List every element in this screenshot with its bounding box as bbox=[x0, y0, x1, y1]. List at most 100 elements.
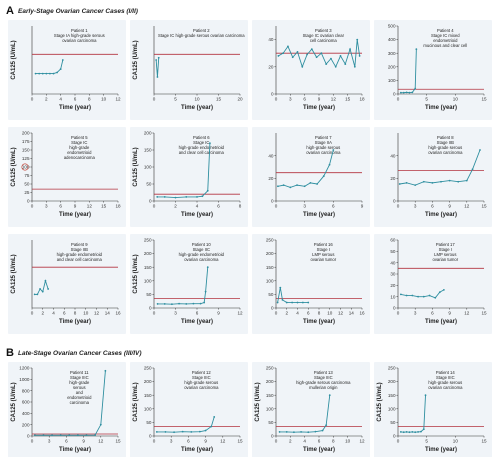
section-title-a: Early-Stage Ovarian Cancer Cases (I/II) bbox=[18, 8, 138, 15]
y-tick-label: 600 bbox=[22, 400, 30, 405]
data-point bbox=[428, 294, 431, 297]
x-tick-label: 0 bbox=[397, 311, 400, 316]
x-axis-label: Time (year) bbox=[181, 447, 213, 453]
x-tick-label: 14 bbox=[349, 311, 355, 316]
data-point bbox=[196, 196, 198, 198]
data-point bbox=[163, 196, 166, 198]
x-tick-label: 3 bbox=[414, 204, 417, 209]
data-point bbox=[174, 196, 177, 199]
data-point bbox=[277, 55, 280, 57]
patient-annotation: Stage I bbox=[317, 247, 330, 252]
y-tick-label: 0 bbox=[393, 306, 396, 311]
patient-annotation: ovarian carcinoma bbox=[184, 385, 219, 390]
x-tick-label: 14 bbox=[105, 311, 111, 316]
x-axis-label: Time (year) bbox=[425, 105, 457, 111]
data-point bbox=[328, 163, 331, 166]
x-tick-label: 0 bbox=[275, 311, 278, 316]
patient-annotation: high-grade serous carcinoma bbox=[296, 380, 351, 385]
y-tick-label: 150 bbox=[388, 393, 396, 398]
x-tick-label: 9 bbox=[204, 439, 207, 444]
data-point bbox=[438, 291, 441, 294]
y-tick-label: 200 bbox=[144, 131, 152, 136]
data-point bbox=[440, 180, 442, 183]
data-point bbox=[296, 184, 298, 187]
x-tick-label: 15 bbox=[481, 439, 487, 444]
y-tick-label: 0 bbox=[271, 306, 274, 311]
x-tick-label: 3 bbox=[45, 204, 48, 209]
y-tick-label: 150 bbox=[144, 148, 152, 153]
patient-annotation: Patient 8 bbox=[437, 135, 454, 140]
data-point bbox=[325, 63, 328, 65]
data-point bbox=[201, 195, 204, 198]
data-point bbox=[422, 428, 425, 431]
data-point bbox=[417, 431, 419, 433]
chart-panel: 0 3 6 9 12 15 18 0 20 40 Time (year) Patient 3Stage… bbox=[252, 20, 370, 120]
data-point bbox=[339, 55, 342, 57]
y-tick-label: 100 bbox=[144, 278, 152, 283]
x-tick-label: 9 bbox=[318, 97, 321, 102]
data-point bbox=[289, 186, 292, 189]
y-tick-label: 250 bbox=[144, 366, 152, 371]
y-tick-label: 100 bbox=[144, 406, 152, 411]
chart-panel: 0 2 4 6 8 10 12 14 16 0 50 100 150 200 250 Time (year) P… bbox=[252, 234, 370, 334]
panel-background bbox=[374, 362, 492, 457]
data-point bbox=[307, 301, 310, 304]
data-point bbox=[156, 196, 159, 198]
data-point bbox=[285, 431, 288, 433]
data-point bbox=[56, 71, 58, 74]
y-tick-label: 100 bbox=[266, 406, 274, 411]
x-tick-label: 0 bbox=[397, 204, 400, 209]
x-tick-label: 3 bbox=[170, 439, 173, 444]
data-point bbox=[190, 431, 193, 433]
patient-annotation: cell carcinoma bbox=[310, 38, 337, 43]
patient-annotation: Patient 13 bbox=[314, 370, 334, 375]
data-point bbox=[282, 52, 285, 55]
y-tick-label: 20 bbox=[390, 176, 396, 181]
x-axis-label: Time (year) bbox=[303, 105, 335, 111]
data-point bbox=[210, 425, 213, 428]
data-point bbox=[41, 290, 44, 293]
panel-background bbox=[374, 234, 492, 334]
data-point bbox=[405, 431, 408, 433]
data-point bbox=[206, 189, 209, 192]
data-point bbox=[399, 431, 402, 433]
data-point bbox=[424, 394, 427, 397]
data-point bbox=[415, 48, 418, 51]
patient-annotation: high-grade endometrioid bbox=[57, 252, 103, 257]
data-point bbox=[99, 423, 102, 426]
x-axis-label: Time (year) bbox=[59, 105, 91, 111]
data-point bbox=[322, 175, 325, 177]
y-tick-label: 200 bbox=[144, 251, 152, 256]
y-tick-label: 250 bbox=[266, 366, 274, 371]
patient-annotation: high-grade serous bbox=[184, 380, 218, 385]
patient-annotation: Stage I bbox=[439, 247, 452, 252]
x-tick-label: 6 bbox=[307, 311, 310, 316]
data-point bbox=[332, 149, 335, 151]
x-tick-label: 3 bbox=[48, 439, 51, 444]
x-tick-label: 0 bbox=[275, 439, 278, 444]
patient-annotation: mullerian origin bbox=[309, 385, 338, 390]
y-tick-label: 25 bbox=[24, 190, 30, 195]
y-tick-label: 150 bbox=[266, 393, 274, 398]
x-tick-label: 15 bbox=[115, 439, 121, 444]
y-axis-label: CA125 (U/mL) bbox=[11, 254, 17, 293]
x-tick-label: 15 bbox=[481, 204, 487, 209]
data-point bbox=[399, 91, 402, 94]
y-tick-label: 200 bbox=[22, 131, 30, 136]
x-tick-label: 2 bbox=[45, 97, 48, 102]
x-tick-label: 6 bbox=[74, 97, 77, 102]
patient-annotation: ovarian carcinoma bbox=[428, 150, 463, 155]
highlight-circle bbox=[21, 163, 29, 171]
x-tick-label: 9 bbox=[361, 204, 364, 209]
x-tick-label: 6 bbox=[63, 311, 66, 316]
data-point bbox=[61, 59, 64, 61]
x-tick-label: 4 bbox=[52, 311, 55, 316]
ca125-series-line bbox=[157, 267, 209, 305]
data-point bbox=[52, 72, 55, 75]
patient-annotation: ovarian tumor bbox=[432, 257, 458, 262]
data-point bbox=[276, 301, 279, 304]
data-point bbox=[68, 434, 71, 437]
y-tick-label: 200 bbox=[266, 251, 274, 256]
data-point bbox=[307, 431, 310, 434]
patient-annotation: and clear cell carcinoma bbox=[57, 257, 103, 262]
